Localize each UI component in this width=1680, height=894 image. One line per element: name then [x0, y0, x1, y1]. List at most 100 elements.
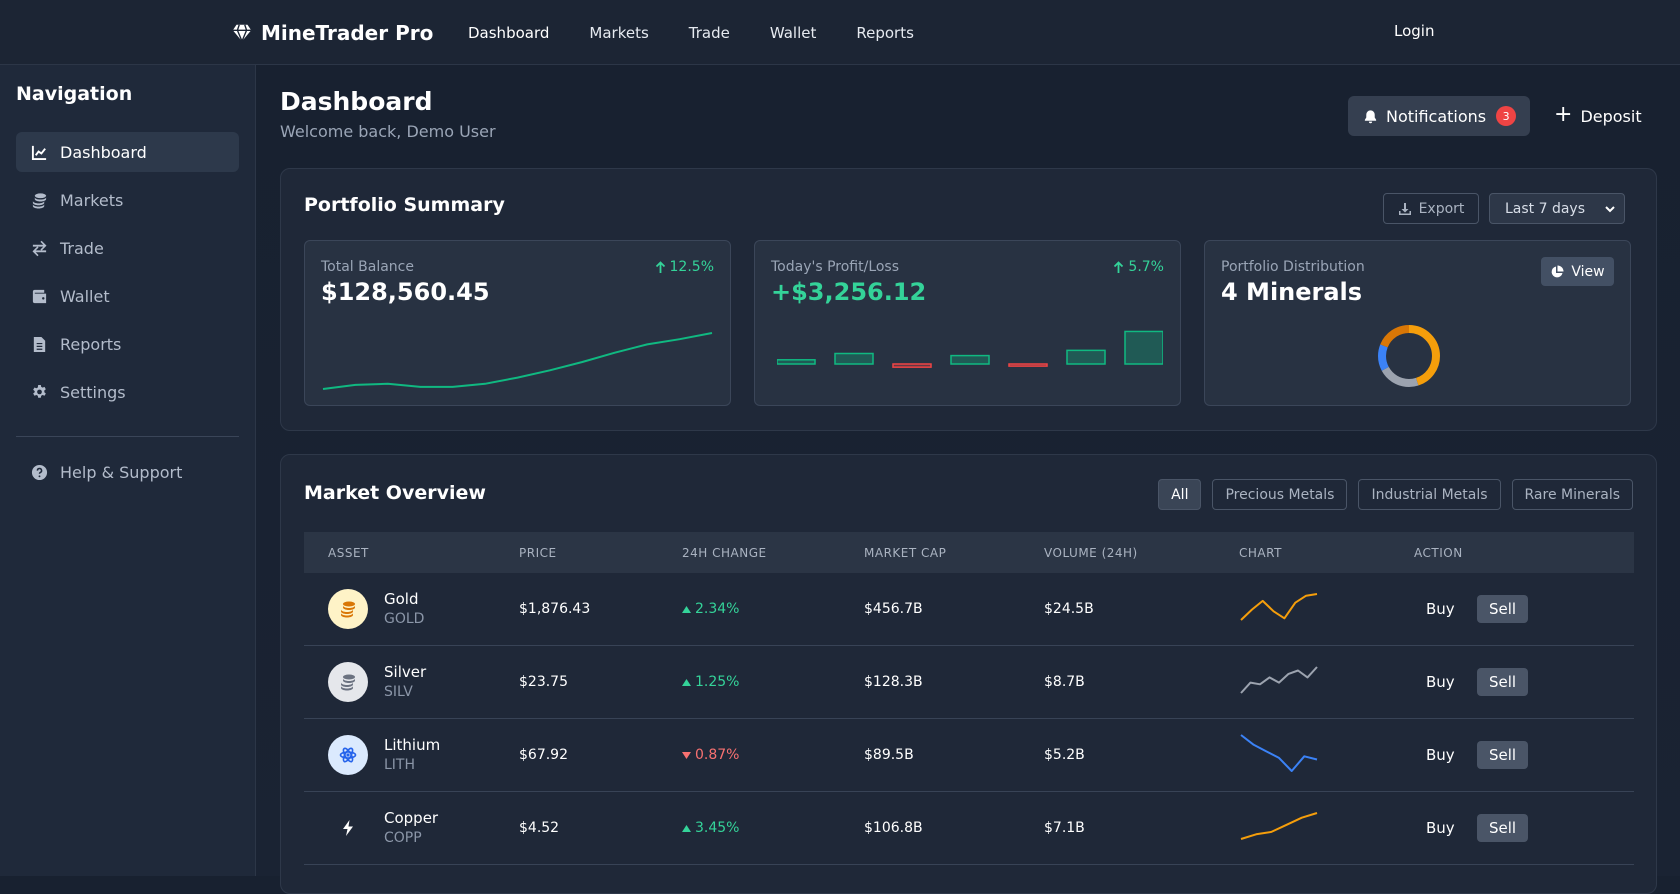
pnl-bar	[892, 363, 932, 368]
asset-change: 1.25%	[682, 674, 864, 690]
top-navbar: MineTrader Pro Dashboard Markets Trade W…	[0, 0, 1680, 65]
sparkline-path	[1240, 593, 1318, 621]
table-row[interactable]: Lithium LITH $67.92 0.87% $89.5B $5.2B B…	[304, 719, 1634, 792]
sparkline-chart	[1240, 593, 1318, 621]
coins-icon	[341, 601, 355, 618]
table-header: ASSET PRICE 24H CHANGE MARKET CAP VOLUME…	[304, 532, 1634, 573]
pnl-bar	[834, 352, 874, 365]
column-market-cap[interactable]: MARKET CAP	[864, 545, 947, 560]
pnl-bar	[1124, 330, 1163, 365]
topnav-markets[interactable]: Markets	[589, 23, 649, 42]
profit-loss-value: +$3,256.12	[771, 278, 927, 306]
chart-line-icon	[31, 145, 47, 160]
asset-symbol: GOLD	[384, 611, 425, 627]
date-range-select[interactable]: Last 7 days	[1489, 193, 1625, 224]
sidebar-help-section: Help & Support	[16, 452, 239, 500]
buy-button[interactable]: Buy	[1426, 673, 1455, 691]
asset-cell: Gold GOLD	[304, 589, 519, 629]
action-cell: Buy Sell	[1414, 814, 1634, 842]
sidebar-item-dashboard[interactable]: Dashboard	[16, 132, 239, 172]
filter-rare-minerals[interactable]: Rare Minerals	[1511, 479, 1633, 510]
file-icon	[33, 336, 46, 352]
sidebar-item-reports[interactable]: Reports	[16, 324, 239, 364]
filter-industrial-metals[interactable]: Industrial Metals	[1358, 479, 1501, 510]
asset-price: $23.75	[519, 674, 568, 690]
export-label: Export	[1418, 200, 1465, 217]
deposit-button[interactable]: + Deposit	[1546, 96, 1656, 136]
view-distribution-button[interactable]: View	[1541, 257, 1614, 286]
sparkline-chart	[1240, 666, 1318, 694]
profit-loss-card: Today's Profit/Loss +$3,256.12 5.7%	[754, 240, 1181, 406]
asset-volume: $5.2B	[1044, 747, 1085, 763]
notification-count-badge: 3	[1496, 106, 1517, 126]
total-balance-change-value: 12.5%	[669, 259, 714, 275]
buy-button[interactable]: Buy	[1426, 746, 1455, 764]
coins-icon	[32, 192, 47, 209]
total-balance-card: Total Balance $128,560.45 12.5%	[304, 240, 731, 406]
asset-cell: Silver SILV	[304, 662, 519, 702]
sidebar-item-settings[interactable]: Settings	[16, 372, 239, 412]
topnav-dashboard[interactable]: Dashboard	[468, 23, 550, 42]
distribution-donut-chart	[1378, 325, 1440, 387]
brand-logo[interactable]: MineTrader Pro	[231, 0, 433, 65]
sell-button[interactable]: Sell	[1477, 595, 1528, 623]
table-row[interactable]: Gold GOLD $1,876.43 2.34% $456.7B $24.5B…	[304, 573, 1634, 646]
asset-volume: $7.1B	[1044, 820, 1085, 836]
balance-trend-line	[322, 332, 713, 390]
asset-change-value: 1.25%	[695, 674, 740, 690]
market-filters: All Precious Metals Industrial Metals Ra…	[1158, 479, 1633, 510]
notifications-button[interactable]: Notifications 3	[1348, 96, 1530, 136]
topnav-trade[interactable]: Trade	[688, 23, 730, 42]
market-table: ASSET PRICE 24H CHANGE MARKET CAP VOLUME…	[304, 532, 1634, 865]
donut-segment-3	[1378, 325, 1440, 387]
column-price[interactable]: PRICE	[519, 545, 557, 560]
asset-name: Silver	[384, 663, 427, 681]
asset-avatar	[328, 735, 368, 775]
filter-precious-metals[interactable]: Precious Metals	[1212, 479, 1348, 510]
table-row[interactable]: Copper COPP $4.52 3.45% $106.8B $7.1B Bu…	[304, 792, 1634, 865]
asset-avatar	[328, 662, 368, 702]
asset-change-value: 2.34%	[695, 601, 740, 617]
export-button[interactable]: Export	[1383, 193, 1479, 224]
pnl-bar	[1008, 363, 1048, 367]
sidebar-item-trade[interactable]: Trade	[16, 228, 239, 268]
balance-trend-chart	[322, 332, 713, 390]
asset-market-cap: $89.5B	[864, 747, 914, 763]
sparkline-cell	[1239, 811, 1414, 845]
sparkline-chart	[1240, 734, 1318, 772]
sidebar-item-label: Wallet	[60, 286, 110, 306]
portfolio-summary-panel: Portfolio Summary Export Last 7 days Tot…	[280, 168, 1657, 431]
asset-symbol: SILV	[384, 684, 413, 700]
sell-button[interactable]: Sell	[1477, 741, 1528, 769]
table-row[interactable]: Silver SILV $23.75 1.25% $128.3B $8.7B B…	[304, 646, 1634, 719]
asset-name: Copper	[384, 809, 439, 827]
sparkline-path	[1240, 666, 1318, 694]
brand-name: MineTrader Pro	[261, 20, 434, 45]
buy-button[interactable]: Buy	[1426, 819, 1455, 837]
atom-icon	[339, 747, 357, 763]
asset-change-value: 3.45%	[695, 820, 740, 836]
column-volume[interactable]: VOLUME (24H)	[1044, 545, 1138, 560]
sidebar-item-wallet[interactable]: Wallet	[16, 276, 239, 316]
column-action: ACTION	[1414, 545, 1463, 560]
topnav-reports[interactable]: Reports	[856, 23, 914, 42]
column-change[interactable]: 24H CHANGE	[682, 545, 767, 560]
topnav-wallet[interactable]: Wallet	[769, 23, 817, 42]
date-range-value: Last 7 days	[1505, 200, 1586, 217]
sidebar-title: Navigation	[16, 83, 133, 105]
column-asset[interactable]: ASSET	[328, 545, 369, 560]
asset-symbol: LITH	[384, 757, 416, 773]
asset-market-cap: $106.8B	[864, 820, 923, 836]
buy-button[interactable]: Buy	[1426, 600, 1455, 618]
page-subtitle: Welcome back, Demo User	[280, 122, 496, 141]
caret-up-icon	[682, 678, 691, 686]
filter-all[interactable]: All	[1158, 479, 1202, 510]
sidebar-item-help[interactable]: Help & Support	[16, 452, 239, 492]
sell-button[interactable]: Sell	[1477, 814, 1528, 842]
sidebar-item-markets[interactable]: Markets	[16, 180, 239, 220]
login-link[interactable]: Login	[1394, 22, 1435, 40]
sidebar-item-label: Markets	[60, 190, 124, 210]
top-nav-links: Dashboard Markets Trade Wallet Reports	[468, 0, 954, 65]
sell-button[interactable]: Sell	[1477, 668, 1528, 696]
distribution-label: Portfolio Distribution	[1221, 259, 1365, 275]
